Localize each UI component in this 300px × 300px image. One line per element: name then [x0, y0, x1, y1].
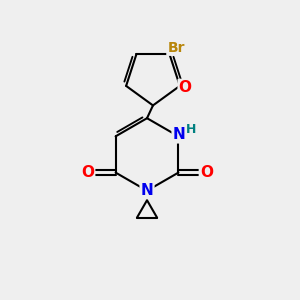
Text: Br: Br [167, 41, 185, 55]
Text: N: N [173, 127, 185, 142]
Text: O: O [200, 165, 213, 180]
Text: N: N [141, 183, 153, 198]
Text: O: O [81, 165, 94, 180]
Text: O: O [179, 80, 192, 95]
Text: H: H [186, 123, 196, 136]
